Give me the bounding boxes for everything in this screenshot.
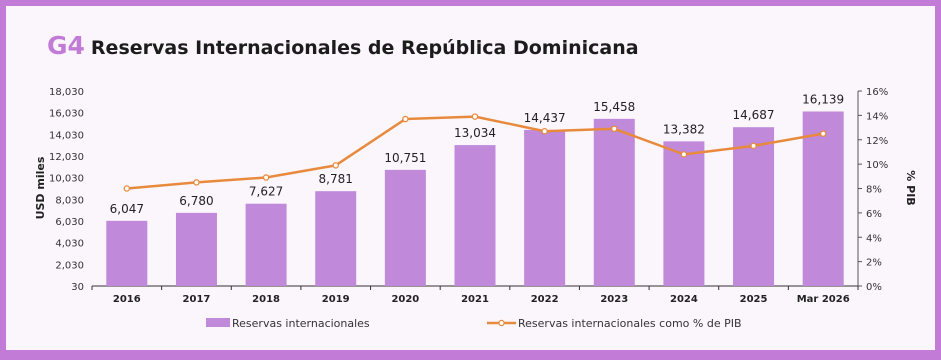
bar-data-label: 16,139 xyxy=(802,92,844,106)
bar xyxy=(454,145,496,286)
y2-tick-label: 16% xyxy=(866,87,888,98)
bar-data-label: 7,627 xyxy=(249,185,283,199)
bar-data-label: 13,382 xyxy=(663,122,705,136)
line-point xyxy=(680,151,688,158)
x-tick-label: 2020 xyxy=(391,294,419,305)
bar xyxy=(315,191,357,286)
y-tick-label: 18,030 xyxy=(49,87,84,98)
y2-tick-label: 8% xyxy=(866,185,882,196)
x-tick-label: 2017 xyxy=(183,294,211,305)
bar-data-label: 14,687 xyxy=(733,108,775,122)
y-tick-label: 10,030 xyxy=(49,174,84,185)
bar-data-label: 8,781 xyxy=(319,172,353,186)
y-tick-label: 6,030 xyxy=(55,217,84,228)
line-point xyxy=(750,142,757,150)
y2-tick-label: 10% xyxy=(866,160,888,171)
bar xyxy=(524,129,566,286)
x-tick-label: Mar 2026 xyxy=(797,294,850,305)
y-tick-label: 14,030 xyxy=(49,130,84,141)
line-point xyxy=(541,127,548,135)
bar-data-label: 14,437 xyxy=(524,111,566,125)
y-axis-title: USD miles xyxy=(34,156,47,219)
bar xyxy=(593,118,635,286)
x-tick-label: 2025 xyxy=(740,294,768,305)
legend-swatch-marker xyxy=(498,319,505,327)
bar-data-label: 6,047 xyxy=(110,202,144,216)
y2-tick-label: 4% xyxy=(866,233,882,244)
y-tick-label: 12,030 xyxy=(49,152,84,163)
legend-swatch-bar xyxy=(206,318,230,327)
bar xyxy=(663,141,705,286)
y2-axis-title: % PIB xyxy=(904,170,917,205)
figure-title-text: Reservas Internacionales de República Do… xyxy=(90,37,639,59)
line-point xyxy=(819,130,827,137)
bar xyxy=(384,169,426,286)
bar-data-label: 13,034 xyxy=(454,126,496,140)
bar xyxy=(733,127,775,286)
bar-data-label: 6,780 xyxy=(179,194,213,208)
x-tick-label: 2019 xyxy=(322,294,350,305)
x-tick-label: 2021 xyxy=(461,294,489,305)
bar xyxy=(175,212,217,286)
x-tick-label: 2023 xyxy=(600,294,628,305)
bar-data-label: 15,458 xyxy=(593,100,635,114)
y-tick-label: 2,030 xyxy=(55,260,84,271)
x-tick-label: 2016 xyxy=(113,294,141,305)
legend-label-line: Reservas internacionales como % de PIB xyxy=(518,317,742,330)
y2-tick-label: 14% xyxy=(866,111,888,122)
legend-label-bar: Reservas internacionales xyxy=(232,317,370,330)
bar xyxy=(245,203,287,286)
y2-tick-label: 12% xyxy=(866,136,888,147)
figure-title: G4 Reservas Internacionales de República… xyxy=(47,31,639,60)
line-point xyxy=(332,162,339,169)
bar-data-label: 10,751 xyxy=(384,151,426,165)
x-tick-label: 2024 xyxy=(670,294,698,305)
x-tick-label: 2018 xyxy=(252,294,280,305)
figure-code: G4 xyxy=(47,31,85,60)
line-point xyxy=(402,115,409,123)
bar xyxy=(106,220,148,286)
y-tick-label: 4,030 xyxy=(55,239,84,250)
line-point xyxy=(471,113,479,120)
y2-tick-label: 2% xyxy=(866,258,882,269)
x-tick-label: 2022 xyxy=(531,294,559,305)
y2-tick-label: 6% xyxy=(866,209,882,220)
line-point xyxy=(262,174,270,181)
y-tick-label: 16,030 xyxy=(49,109,84,120)
line-point xyxy=(193,179,200,186)
y-tick-label: 30 xyxy=(71,282,84,293)
line-point xyxy=(123,185,131,192)
y-tick-label: 8,030 xyxy=(55,195,84,206)
y2-tick-label: 0% xyxy=(866,282,882,293)
bar xyxy=(802,111,844,286)
line-point xyxy=(611,125,618,133)
